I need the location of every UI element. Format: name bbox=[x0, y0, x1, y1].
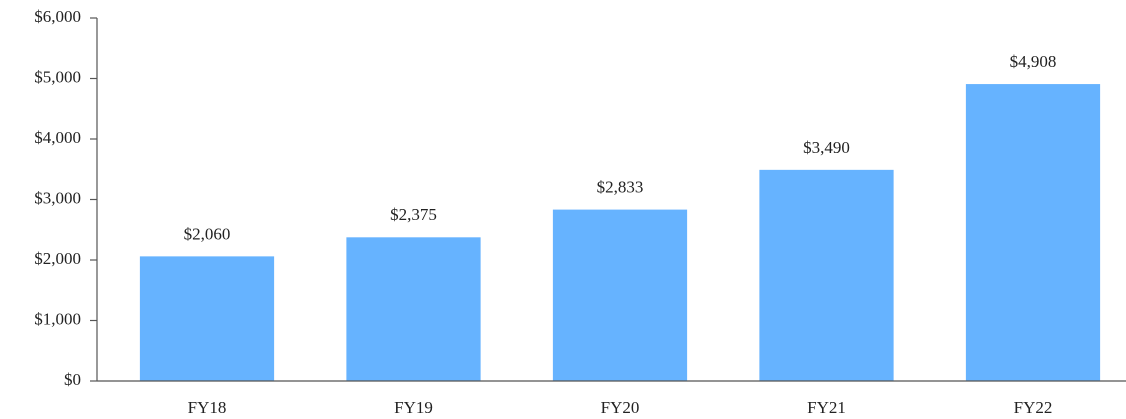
y-tick-label: $6,000 bbox=[34, 7, 81, 26]
bar bbox=[346, 237, 481, 381]
value-label: $4,908 bbox=[1010, 52, 1057, 71]
bar bbox=[965, 84, 1101, 381]
x-tick-label: FY18 bbox=[188, 398, 227, 417]
value-label: $2,060 bbox=[184, 224, 231, 243]
value-label: $2,833 bbox=[597, 178, 644, 197]
y-tick-label: $5,000 bbox=[34, 67, 81, 86]
bar bbox=[759, 169, 894, 381]
x-tick-label: FY19 bbox=[394, 398, 433, 417]
x-tick-label: FY20 bbox=[601, 398, 640, 417]
y-tick-label: $0 bbox=[64, 370, 81, 389]
x-tick-label: FY21 bbox=[807, 398, 846, 417]
y-tick-label: $1,000 bbox=[34, 309, 81, 328]
y-tick-label: $3,000 bbox=[34, 188, 81, 207]
y-tick-label: $2,000 bbox=[34, 249, 81, 268]
bar bbox=[139, 256, 275, 381]
x-tick-label: FY22 bbox=[1014, 398, 1053, 417]
y-tick-label: $4,000 bbox=[34, 128, 81, 147]
value-label: $2,375 bbox=[390, 205, 437, 224]
bar bbox=[552, 209, 688, 381]
value-label: $3,490 bbox=[803, 138, 850, 157]
